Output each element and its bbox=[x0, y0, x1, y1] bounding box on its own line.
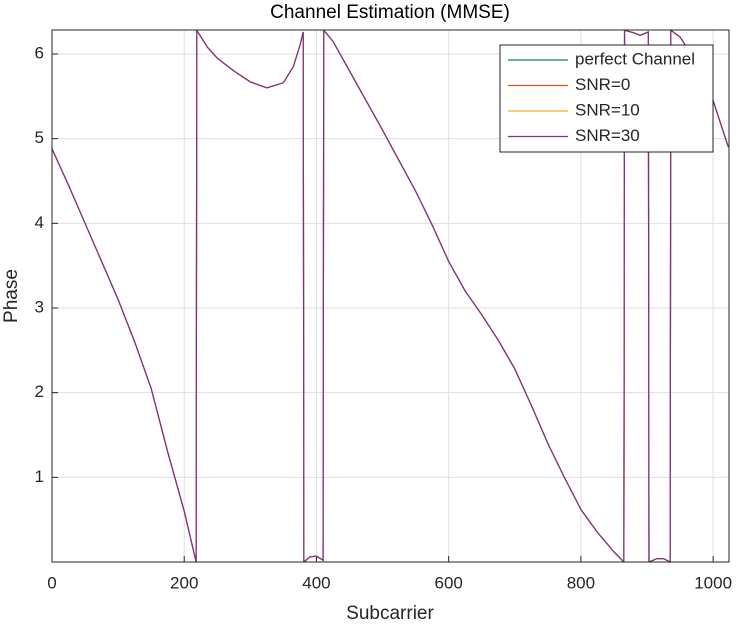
chart-title: Channel Estimation (MMSE) bbox=[270, 2, 510, 23]
y-axis-label: Phase bbox=[1, 269, 22, 323]
x-tick-label: 800 bbox=[567, 573, 595, 592]
x-axis-label: Subcarrier bbox=[346, 603, 434, 624]
y-tick-label: 4 bbox=[35, 213, 44, 232]
y-tick-label: 5 bbox=[35, 128, 44, 147]
y-tick-label: 3 bbox=[35, 297, 44, 316]
y-tick-label: 2 bbox=[35, 382, 44, 401]
legend-box bbox=[499, 44, 714, 153]
legend-label: SNR=30 bbox=[575, 126, 640, 145]
y-tick-label: 1 bbox=[35, 467, 44, 486]
x-tick-label: 600 bbox=[434, 573, 462, 592]
y-tick-label: 6 bbox=[35, 43, 44, 62]
x-tick-label: 0 bbox=[47, 573, 56, 592]
x-tick-label: 200 bbox=[170, 573, 198, 592]
axes-box bbox=[51, 29, 730, 563]
x-tick-label: 1000 bbox=[694, 573, 732, 592]
series-line bbox=[52, 30, 729, 562]
legend-label: SNR=10 bbox=[575, 100, 640, 119]
legend-label: perfect Channel bbox=[575, 49, 695, 68]
legend-label: SNR=0 bbox=[575, 75, 630, 94]
x-tick-label: 400 bbox=[302, 573, 330, 592]
